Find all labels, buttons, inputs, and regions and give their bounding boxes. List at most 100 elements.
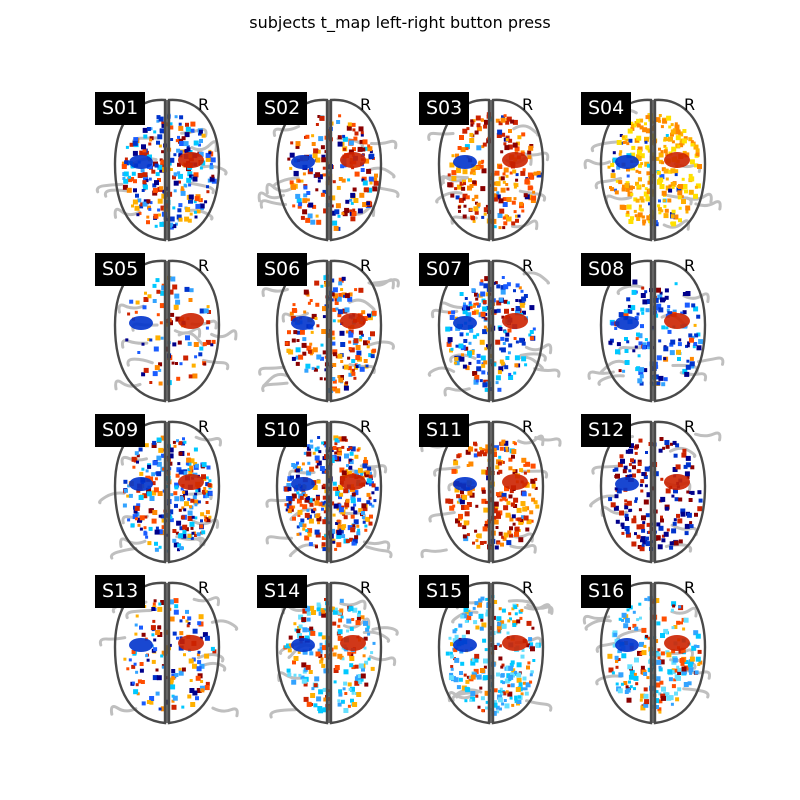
activation-voxel: [671, 146, 677, 152]
activation-voxel: [356, 616, 361, 621]
activation-voxel: [485, 706, 488, 710]
activation-voxel: [314, 174, 318, 178]
activation-voxel: [499, 297, 504, 302]
activation-voxel: [314, 317, 318, 320]
activation-voxel: [287, 496, 293, 502]
activation-voxel: [352, 524, 356, 528]
activation-voxel: [312, 451, 316, 455]
right-side-label: R: [522, 417, 534, 436]
activation-voxel: [173, 542, 179, 548]
activation-voxel: [510, 683, 515, 688]
activation-voxel: [519, 616, 523, 620]
activation-voxel: [187, 452, 190, 456]
activation-voxel: [670, 702, 674, 706]
warm-hotspot: [178, 313, 204, 329]
activation-voxel: [664, 208, 669, 213]
activation-voxel: [191, 515, 195, 519]
activation-voxel: [319, 659, 324, 664]
activation-voxel: [183, 490, 188, 496]
activation-voxel: [499, 491, 504, 496]
sulcus-line: [427, 366, 456, 377]
activation-voxel: [474, 601, 479, 606]
activation-voxel: [519, 301, 523, 305]
activation-voxel: [174, 604, 179, 609]
activation-voxel: [479, 339, 485, 345]
activation-voxel: [501, 276, 505, 279]
activation-voxel: [511, 668, 516, 673]
activation-voxel: [182, 615, 185, 619]
activation-voxel: [660, 633, 665, 638]
activation-voxel: [361, 503, 367, 509]
activation-voxel: [126, 667, 130, 671]
activation-voxel: [450, 665, 454, 668]
activation-voxel: [670, 123, 674, 127]
activation-voxel: [185, 335, 190, 341]
activation-voxel: [317, 174, 323, 180]
activation-voxel: [171, 361, 175, 365]
activation-voxel: [295, 141, 301, 147]
activation-voxel: [657, 294, 663, 300]
glass-brain: [437, 581, 554, 725]
activation-voxel: [332, 540, 336, 544]
activation-voxel: [161, 453, 164, 457]
activation-voxel: [673, 453, 678, 458]
activation-voxel: [289, 505, 294, 510]
activation-voxel: [640, 705, 646, 711]
activation-voxel: [176, 376, 181, 381]
activation-voxel: [335, 486, 340, 491]
activation-voxel: [639, 118, 644, 123]
activation-voxel: [671, 626, 675, 630]
activation-voxel: [506, 216, 512, 222]
cold-hotspot: [615, 155, 639, 169]
activation-voxel: [148, 526, 153, 531]
activation-voxel: [350, 495, 356, 501]
activation-voxel: [492, 508, 498, 514]
activation-voxel: [640, 198, 645, 203]
activation-voxel: [357, 678, 361, 682]
activation-voxel: [136, 503, 141, 508]
sulcus-line: [339, 599, 367, 610]
activation-voxel: [638, 508, 642, 512]
activation-voxel: [665, 444, 670, 449]
activation-voxel: [128, 175, 131, 179]
activation-voxel: [333, 668, 339, 673]
activation-voxel: [339, 598, 344, 603]
activation-voxel: [344, 307, 350, 313]
sulcus-line: [98, 636, 127, 647]
activation-voxel: [657, 544, 663, 550]
activation-voxel: [298, 202, 303, 207]
activation-voxel: [367, 313, 371, 318]
activation-voxel: [358, 508, 363, 513]
activation-voxel: [639, 616, 642, 620]
sulcus-line: [191, 518, 220, 529]
activation-voxel: [619, 510, 624, 516]
activation-voxel: [638, 370, 644, 375]
activation-voxel: [459, 181, 464, 186]
activation-voxel: [621, 612, 627, 618]
activation-voxel: [527, 155, 532, 160]
activation-voxel: [318, 611, 323, 616]
activation-voxel: [208, 479, 212, 483]
activation-voxel: [134, 451, 139, 456]
activation-voxel: [367, 632, 371, 636]
activation-voxel: [632, 279, 638, 285]
activation-voxel: [181, 136, 186, 141]
activation-voxel: [478, 160, 482, 164]
activation-voxel: [607, 653, 613, 659]
activation-voxel: [357, 528, 361, 532]
cold-hotspot: [615, 316, 639, 330]
activation-voxel: [318, 450, 322, 454]
activation-voxel: [671, 528, 677, 534]
activation-voxel: [466, 306, 471, 311]
activation-voxel: [630, 216, 634, 221]
activation-voxel: [496, 308, 501, 313]
activation-voxel: [154, 224, 158, 228]
activation-voxel: [633, 197, 638, 202]
activation-voxel: [674, 282, 678, 286]
activation-voxel: [313, 703, 318, 708]
activation-voxel: [693, 630, 699, 636]
sulcus-line: [694, 200, 722, 211]
activation-voxel: [449, 315, 455, 320]
activation-voxel: [337, 524, 343, 530]
activation-voxel: [530, 463, 536, 469]
